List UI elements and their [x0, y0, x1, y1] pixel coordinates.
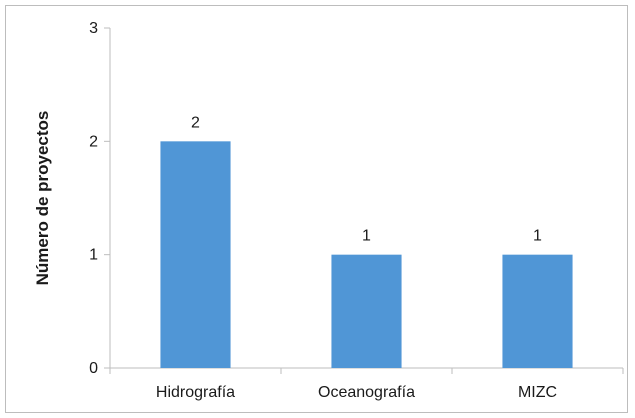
data-label: 2	[191, 114, 200, 131]
x-tick-label: Hidrografía	[156, 384, 235, 401]
x-tick-label: Oceanografía	[318, 384, 415, 401]
y-tick-label: 3	[89, 20, 98, 37]
bar-1	[160, 141, 231, 368]
x-tick-label: MIZC	[518, 384, 557, 401]
data-label: 1	[362, 228, 371, 245]
data-label: 1	[533, 228, 542, 245]
y-tick-label: 2	[89, 133, 98, 150]
bar-3	[502, 254, 573, 368]
y-tick-label: 1	[89, 247, 98, 264]
plot-area: 0 1 2 3 2 Hidrografía 1 Oceanografía 1 MIZC	[89, 20, 624, 401]
bar-2	[331, 254, 402, 368]
y-axis-title: Número de proyectos	[33, 111, 52, 286]
y-tick-label: 0	[89, 360, 98, 377]
